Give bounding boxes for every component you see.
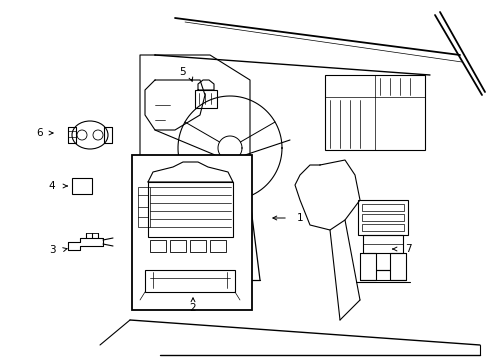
Bar: [195, 90, 217, 108]
Text: 4: 4: [49, 181, 55, 191]
Bar: [132, 155, 251, 310]
Text: 3: 3: [49, 245, 55, 255]
Text: 2: 2: [189, 303, 196, 313]
Bar: [361, 224, 403, 231]
Bar: [361, 214, 403, 221]
Bar: [150, 240, 165, 252]
Bar: [209, 240, 225, 252]
Text: 6: 6: [37, 128, 43, 138]
Bar: [361, 204, 403, 211]
Bar: [138, 187, 150, 227]
Text: 1: 1: [296, 213, 303, 223]
Text: 5: 5: [179, 67, 186, 77]
Bar: [190, 240, 205, 252]
Bar: [362, 235, 402, 253]
Text: 7: 7: [404, 244, 410, 254]
Bar: [325, 75, 424, 150]
Bar: [170, 240, 185, 252]
Bar: [357, 200, 407, 235]
Bar: [145, 270, 235, 292]
Bar: [148, 182, 232, 237]
Bar: [72, 178, 92, 194]
